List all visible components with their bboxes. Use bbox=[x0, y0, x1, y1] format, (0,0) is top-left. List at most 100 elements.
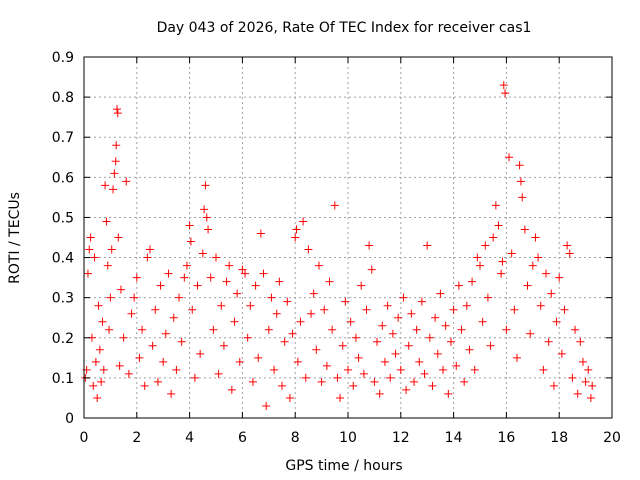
data-point bbox=[185, 221, 194, 230]
data-point bbox=[138, 325, 147, 334]
data-point bbox=[431, 313, 440, 322]
data-point bbox=[412, 325, 421, 334]
data-point bbox=[280, 337, 289, 346]
data-point bbox=[167, 389, 176, 398]
data-point bbox=[502, 325, 511, 334]
data-point bbox=[227, 385, 236, 394]
data-point bbox=[349, 381, 358, 390]
data-point bbox=[425, 333, 434, 342]
data-point bbox=[510, 305, 519, 314]
data-point bbox=[135, 353, 144, 362]
data-point bbox=[549, 381, 558, 390]
data-point bbox=[588, 381, 597, 390]
data-point bbox=[90, 253, 99, 262]
data-point bbox=[116, 285, 125, 294]
data-point bbox=[177, 337, 186, 346]
data-point bbox=[113, 109, 122, 118]
data-point bbox=[235, 357, 244, 366]
data-point bbox=[494, 221, 503, 230]
data-point bbox=[444, 389, 453, 398]
data-point bbox=[449, 305, 458, 314]
data-point bbox=[86, 233, 95, 242]
data-point bbox=[312, 345, 321, 354]
data-point bbox=[99, 365, 108, 374]
data-point bbox=[571, 325, 580, 334]
data-point bbox=[85, 245, 94, 254]
data-point bbox=[304, 245, 313, 254]
data-point bbox=[391, 349, 400, 358]
data-point bbox=[578, 357, 587, 366]
data-point bbox=[238, 265, 247, 274]
data-point bbox=[254, 353, 263, 362]
grid-lines bbox=[84, 57, 612, 418]
x-tick-label: 10 bbox=[339, 430, 357, 446]
data-point bbox=[320, 305, 329, 314]
data-point bbox=[563, 241, 572, 250]
data-point bbox=[97, 377, 106, 386]
y-tick-label: 0 bbox=[65, 411, 74, 427]
data-point bbox=[156, 281, 165, 290]
data-point bbox=[107, 245, 116, 254]
data-point bbox=[159, 357, 168, 366]
y-tick-label: 0.6 bbox=[52, 170, 74, 186]
data-point bbox=[328, 325, 337, 334]
data-point bbox=[296, 317, 305, 326]
data-point bbox=[586, 393, 595, 402]
data-point bbox=[399, 293, 408, 302]
data-point bbox=[581, 377, 590, 386]
data-point bbox=[457, 325, 466, 334]
data-point bbox=[292, 225, 301, 234]
data-point bbox=[333, 373, 342, 382]
data-point bbox=[528, 261, 537, 270]
data-point bbox=[115, 361, 124, 370]
data-point bbox=[285, 393, 294, 402]
data-point bbox=[576, 337, 585, 346]
data-point bbox=[264, 325, 273, 334]
data-point bbox=[344, 365, 352, 374]
data-point bbox=[275, 277, 284, 286]
data-point bbox=[95, 345, 104, 354]
data-point bbox=[172, 365, 181, 374]
data-point bbox=[94, 301, 103, 310]
data-point bbox=[462, 301, 471, 310]
data-point bbox=[325, 277, 334, 286]
data-point bbox=[367, 265, 376, 274]
data-point bbox=[153, 377, 162, 386]
data-point bbox=[468, 277, 477, 286]
data-point bbox=[565, 249, 574, 258]
data-point bbox=[498, 257, 507, 266]
data-point bbox=[542, 269, 550, 278]
data-point bbox=[283, 297, 292, 306]
data-point bbox=[544, 337, 553, 346]
data-point bbox=[130, 293, 139, 302]
data-points bbox=[81, 81, 597, 410]
data-point bbox=[111, 157, 120, 166]
data-point bbox=[209, 325, 218, 334]
data-point bbox=[248, 377, 257, 386]
data-point bbox=[146, 245, 154, 254]
data-point bbox=[539, 365, 548, 374]
data-point bbox=[501, 89, 510, 98]
data-point bbox=[103, 261, 112, 270]
data-point bbox=[547, 289, 556, 298]
data-point bbox=[346, 317, 355, 326]
data-point bbox=[278, 381, 286, 390]
data-point bbox=[309, 289, 318, 298]
data-point bbox=[380, 357, 389, 366]
data-point bbox=[83, 269, 92, 278]
data-point bbox=[200, 205, 209, 214]
data-point bbox=[531, 233, 540, 242]
data-point bbox=[243, 333, 252, 342]
data-point bbox=[222, 277, 231, 286]
data-point bbox=[446, 337, 455, 346]
data-point bbox=[204, 225, 213, 234]
data-point bbox=[307, 309, 316, 318]
data-point bbox=[383, 301, 392, 310]
data-point bbox=[314, 261, 323, 270]
data-point bbox=[219, 341, 228, 350]
data-point bbox=[365, 241, 374, 250]
data-point bbox=[573, 389, 582, 398]
data-point bbox=[417, 297, 426, 306]
data-point bbox=[336, 393, 345, 402]
data-point bbox=[568, 373, 577, 382]
